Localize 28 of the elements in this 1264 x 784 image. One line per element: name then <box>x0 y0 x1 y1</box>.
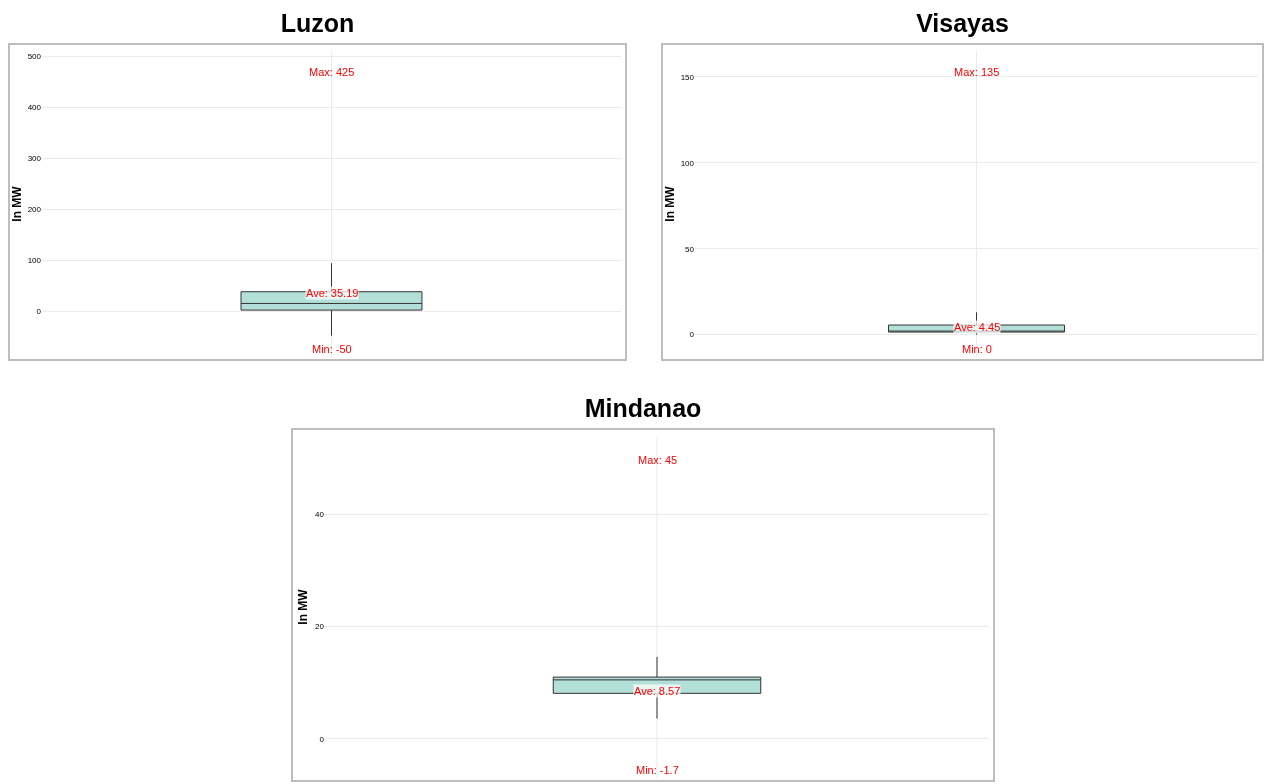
y-tick-label: 500 <box>27 51 42 61</box>
annotation: Min: 0 <box>962 343 992 355</box>
annotation: Max: 425 <box>309 66 355 78</box>
annotation: Ave: 4.45 <box>954 321 1001 333</box>
y-tick-label: 50 <box>685 244 695 254</box>
annotation: Min: -1.7 <box>636 764 679 776</box>
y-axis-title: In MW <box>663 185 677 222</box>
y-tick-label: 20 <box>315 622 325 632</box>
y-tick-label: 100 <box>680 158 695 168</box>
y-tick-label: 0 <box>689 330 695 340</box>
annotation: Min: -50 <box>312 343 352 355</box>
annotation: Ave: 8.57 <box>634 685 681 697</box>
y-tick-label: 400 <box>27 102 42 112</box>
chart-title: Luzon <box>279 9 356 38</box>
chart-title: Visayas <box>915 9 1010 38</box>
y-tick-label: 40 <box>315 510 325 520</box>
y-tick-label: 200 <box>27 204 42 214</box>
y-axis-title: In MW <box>296 588 311 625</box>
chart-title: Mindanao <box>583 394 703 423</box>
y-tick-label: 0 <box>36 306 42 316</box>
y-tick-label: 300 <box>27 153 42 163</box>
annotation: Max: 135 <box>954 66 1000 78</box>
y-tick-label: 150 <box>680 72 695 82</box>
y-axis-title: In MW <box>10 185 24 222</box>
annotation: Max: 45 <box>638 454 678 466</box>
y-tick-label: 0 <box>319 734 325 744</box>
annotation: Ave: 35.19 <box>306 287 359 299</box>
y-tick-label: 100 <box>27 255 42 265</box>
